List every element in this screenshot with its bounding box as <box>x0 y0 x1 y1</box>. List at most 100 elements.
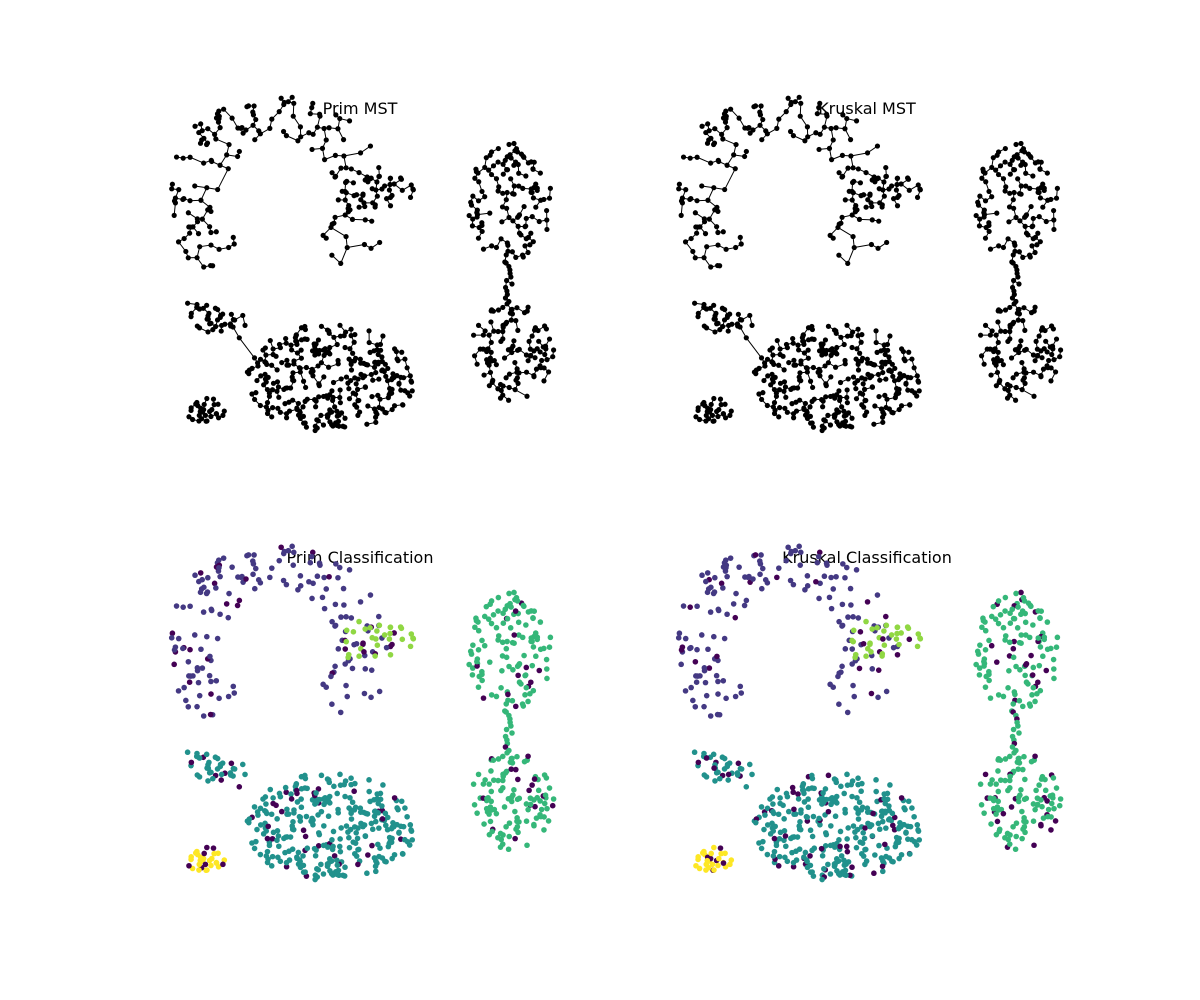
panel-title: Kruskal Classification <box>782 548 952 567</box>
class-point <box>698 632 705 638</box>
class-point <box>1020 594 1027 601</box>
mst-node <box>197 140 204 146</box>
mst-node <box>855 367 862 373</box>
mst-node <box>1019 359 1025 366</box>
class-point <box>995 620 1002 627</box>
class-point <box>206 672 213 679</box>
class-point <box>804 583 811 589</box>
mst-node <box>490 163 497 169</box>
class-point <box>482 777 488 783</box>
class-point <box>896 641 902 648</box>
mst-node <box>512 359 518 366</box>
mst-node <box>1037 195 1044 201</box>
class-point <box>289 543 295 550</box>
class-point <box>733 590 739 597</box>
class-point <box>245 552 252 558</box>
mst-node <box>407 373 413 379</box>
class-point <box>230 683 237 690</box>
mst-node <box>297 409 303 416</box>
class-point <box>485 616 492 622</box>
class-point <box>830 586 837 592</box>
mst-node <box>205 126 211 132</box>
mst-node <box>880 409 886 415</box>
class-point <box>759 565 766 572</box>
mst-node <box>842 197 848 203</box>
class-point <box>194 665 201 671</box>
class-point <box>521 652 527 659</box>
mst-node <box>348 326 354 332</box>
class-point <box>796 846 803 852</box>
mst-node <box>708 264 714 270</box>
class-point <box>334 790 341 797</box>
mst-node <box>373 187 379 193</box>
class-point <box>184 749 191 756</box>
class-point <box>409 837 416 843</box>
mst-node <box>790 340 796 346</box>
mst-node <box>1008 355 1015 361</box>
class-point <box>367 624 373 631</box>
mst-node <box>800 332 806 338</box>
class-point <box>1010 654 1017 661</box>
mst-node <box>493 176 500 182</box>
class-point <box>993 781 999 787</box>
mst-node <box>767 347 773 353</box>
class-point <box>832 813 839 820</box>
class-point <box>208 691 214 697</box>
mst-node <box>844 115 850 122</box>
mst-node <box>851 178 857 184</box>
class-point <box>183 697 189 704</box>
mst-node <box>327 344 333 351</box>
mst-node <box>484 357 490 363</box>
class-point <box>302 869 308 875</box>
class-point <box>239 761 246 768</box>
mst-node <box>817 131 823 137</box>
mst-node <box>474 361 480 367</box>
class-point <box>384 814 391 821</box>
class-point <box>510 667 516 673</box>
class-point <box>218 771 225 778</box>
class-point <box>715 769 721 776</box>
mst-node <box>321 125 327 132</box>
class-point <box>1031 842 1037 849</box>
class-point <box>527 801 534 808</box>
class-point <box>995 692 1002 698</box>
mst-node <box>335 418 342 424</box>
class-point <box>352 840 359 846</box>
class-point <box>868 690 875 697</box>
class-point <box>869 626 875 632</box>
mst-node <box>721 317 728 323</box>
class-point <box>764 805 771 812</box>
mst-node <box>495 145 501 152</box>
mst-node <box>201 264 207 270</box>
class-point <box>315 830 322 836</box>
class-point <box>827 871 834 877</box>
mst-node <box>374 347 380 353</box>
class-point <box>353 853 360 859</box>
class-point <box>849 646 856 652</box>
class-point <box>1052 818 1059 824</box>
mst-node <box>793 362 799 368</box>
mst-node <box>274 388 280 394</box>
class-point <box>847 585 854 592</box>
class-point <box>341 781 348 788</box>
class-point <box>369 826 376 833</box>
mst-node <box>830 137 836 143</box>
class-point <box>490 777 497 783</box>
mst-node <box>715 413 721 420</box>
mst-node <box>538 365 544 371</box>
class-point <box>1005 685 1011 691</box>
mst-node <box>695 310 701 316</box>
class-point <box>844 848 851 855</box>
class-point <box>522 692 528 698</box>
mst-node <box>398 387 404 393</box>
mst-node <box>511 338 517 344</box>
class-point <box>1016 639 1023 646</box>
class-point <box>859 804 866 811</box>
class-point <box>282 784 289 791</box>
mst-node <box>857 350 863 356</box>
mst-node <box>489 379 495 386</box>
class-point <box>293 787 300 794</box>
mst-node <box>234 153 241 160</box>
mst-node <box>387 175 393 181</box>
class-point <box>353 640 360 647</box>
